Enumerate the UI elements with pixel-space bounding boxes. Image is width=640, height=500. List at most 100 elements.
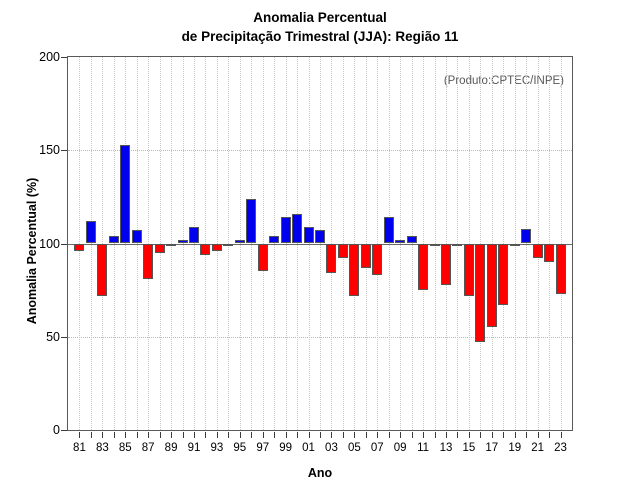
bar-2006 [360, 243, 371, 268]
x-tick-mark [342, 432, 344, 438]
x-tick-mark [251, 432, 253, 438]
x-tick-mark [411, 432, 413, 438]
y-tick-mark [61, 336, 67, 338]
x-tick-mark [457, 432, 459, 438]
x-tick-label: 11 [417, 442, 430, 454]
x-tick-mark [503, 432, 505, 438]
x-tick-mark [434, 432, 436, 438]
x-tick-mark [205, 432, 207, 438]
bar-1983 [97, 243, 108, 296]
x-tick-label: 07 [370, 442, 384, 454]
bar-2018 [498, 243, 509, 306]
bar-1985 [120, 144, 131, 244]
x-tick-mark [125, 432, 127, 438]
bar-2021 [532, 243, 543, 259]
bar-1988 [154, 243, 165, 253]
x-tick-mark [514, 432, 516, 438]
x-tick-mark [159, 432, 161, 438]
x-tick-mark [148, 432, 150, 438]
chart-title-line-2: de Precipitação Trimestral (JJA): Região… [181, 29, 459, 44]
x-tick-label: 87 [141, 442, 155, 454]
x-tick-mark [239, 432, 241, 438]
x-tick-mark [79, 432, 81, 438]
x-tick-label: 19 [508, 442, 522, 454]
x-tick-label: 83 [95, 442, 109, 454]
bar-2007 [372, 243, 383, 276]
x-tick-mark [377, 432, 379, 438]
y-tick-label: 200 [39, 50, 60, 64]
x-tick-mark [228, 432, 230, 438]
x-tick-label: 15 [462, 442, 476, 454]
bar-2002 [315, 230, 325, 244]
bar-2000 [292, 213, 303, 244]
x-tick-mark [560, 432, 562, 438]
chart-title: Anomalia Percentual de Precipitação Trim… [0, 8, 640, 46]
bar-2020 [521, 228, 532, 244]
y-tick-label: 150 [39, 143, 60, 158]
plot-area: (Produto:CPTEC/INPE) [67, 56, 573, 431]
x-tick-label: 81 [73, 442, 86, 454]
bar-2014 [452, 243, 463, 246]
x-tick-label: 99 [279, 442, 293, 454]
x-tick-mark [102, 432, 104, 438]
x-tick-mark [308, 432, 310, 438]
x-tick-mark [423, 432, 425, 438]
y-tick-mark [61, 430, 67, 431]
x-tick-mark [262, 432, 264, 438]
bar-1995 [234, 239, 245, 244]
x-tick-label: 23 [554, 442, 567, 454]
x-tick-mark [549, 432, 551, 438]
bar-1989 [166, 243, 177, 246]
bar-2017 [486, 243, 497, 328]
bar-1999 [280, 217, 291, 244]
bar-2022 [544, 243, 555, 263]
x-tick-label: 17 [485, 442, 499, 454]
x-tick-mark [468, 432, 470, 438]
x-tick-mark [194, 432, 195, 438]
bar-1982 [85, 221, 96, 244]
x-tick-mark [297, 432, 299, 438]
bar-1998 [269, 236, 280, 244]
bar-2005 [349, 243, 360, 296]
bar-1992 [200, 243, 211, 255]
bar-1984 [108, 236, 119, 244]
bar-2004 [337, 243, 348, 259]
x-tick-label: 01 [302, 442, 315, 454]
x-tick-mark [113, 432, 115, 438]
bar-2008 [383, 217, 394, 244]
bar-1987 [143, 243, 154, 279]
y-tick-label: 0 [53, 423, 60, 437]
bar-2003 [326, 243, 337, 274]
bar-1996 [246, 198, 257, 244]
bar-2012 [429, 243, 440, 246]
x-tick-mark [90, 432, 92, 438]
x-tick-label: 05 [347, 442, 361, 454]
bar-1993 [211, 243, 222, 251]
x-tick-label: 95 [233, 442, 247, 454]
plot-inner [68, 57, 572, 430]
bar-2001 [303, 226, 314, 244]
x-tick-mark [331, 432, 333, 438]
x-tick-mark [354, 432, 356, 438]
baseline-100 [68, 243, 572, 245]
x-tick-label: 89 [164, 442, 178, 454]
x-tick-mark [400, 432, 402, 438]
y-tick-label: 50 [46, 329, 60, 344]
x-tick-mark [526, 432, 528, 438]
bar-1986 [131, 230, 142, 244]
bar-2013 [441, 243, 451, 285]
x-tick-mark [365, 432, 367, 438]
y-tick-label: 100 [39, 236, 60, 251]
x-tick-label: 21 [531, 442, 545, 454]
bar-2009 [395, 239, 406, 244]
bar-2010 [406, 236, 417, 244]
x-tick-mark [182, 432, 184, 438]
bar-2023 [555, 243, 566, 294]
x-tick-label: 91 [187, 442, 201, 454]
x-tick-label: 97 [256, 442, 270, 454]
x-axis-label: Ano [307, 466, 333, 480]
y-tick-mark [61, 150, 67, 152]
x-tick-mark [171, 432, 173, 438]
bar-1994 [223, 243, 234, 246]
